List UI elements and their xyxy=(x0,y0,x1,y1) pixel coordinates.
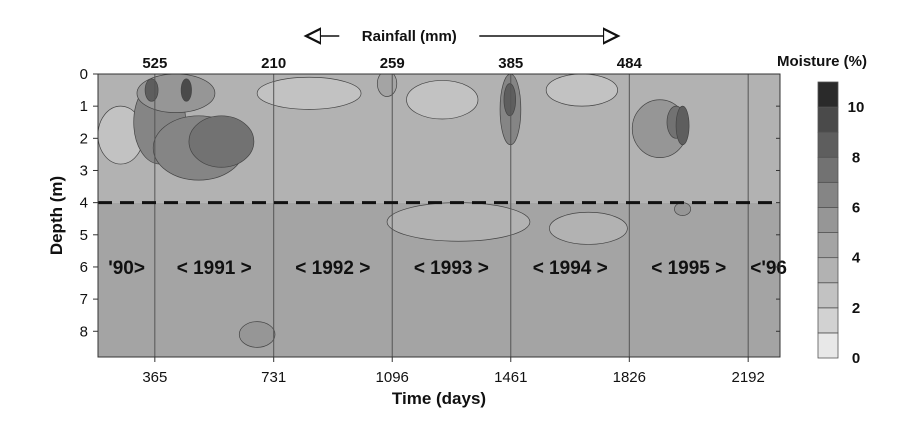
x-tick-label: 731 xyxy=(261,369,286,386)
dry-zone xyxy=(674,202,692,216)
y-tick-label: 7 xyxy=(80,291,88,308)
y-tick-label: 3 xyxy=(80,162,88,179)
moisture-colorbar: 0 2 4 6 8 10 xyxy=(817,81,865,367)
year-label: '90> xyxy=(108,258,145,279)
y-tick-label: 8 xyxy=(80,323,88,340)
y-tick-label: 2 xyxy=(80,130,88,147)
colorbar-segment xyxy=(817,131,839,158)
dry-zone xyxy=(256,76,362,110)
rainfall-value: 259 xyxy=(380,55,405,72)
colorbar-segment xyxy=(817,307,839,334)
year-label: < 1992 > xyxy=(295,258,370,279)
rainfall-values: 525 210 259 385 484 xyxy=(142,55,642,72)
colorbar-tick-label: 0 xyxy=(852,350,860,367)
x-tick-label: 1461 xyxy=(494,369,527,386)
y-tick-label: 6 xyxy=(80,259,88,276)
x-axis-title: Time (days) xyxy=(392,389,486,408)
colorbar-tick-label: 8 xyxy=(852,149,860,166)
colorbar-segment xyxy=(817,156,839,183)
dry-zone xyxy=(238,321,276,348)
colorbar-segment xyxy=(817,207,839,233)
plot-frame xyxy=(97,73,781,358)
rainfall-value: 525 xyxy=(142,55,167,72)
wet-zone xyxy=(144,78,159,102)
colorbar-tick-label: 2 xyxy=(852,300,860,317)
wet-zone xyxy=(376,74,398,97)
colorbar-tick-label: 4 xyxy=(852,250,861,267)
x-tick-label: 1096 xyxy=(376,369,409,386)
year-label: <'96 xyxy=(750,258,787,279)
colorbar-segment xyxy=(817,106,839,133)
x-tick-label: 2192 xyxy=(731,369,764,386)
y-tick-label: 4 xyxy=(80,195,88,212)
year-label: < 1991 > xyxy=(177,258,252,279)
rainfall-value: 484 xyxy=(617,55,643,72)
year-labels: '90> < 1991 > < 1992 > < 1993 > < 1994 > < 19… xyxy=(108,258,787,279)
x-tick-label: 365 xyxy=(142,369,167,386)
colorbar-tick-label: 6 xyxy=(852,199,860,216)
wet-zone xyxy=(503,83,516,117)
y-tick-label: 5 xyxy=(80,227,88,244)
rainfall-header: Rainfall (mm) 525 210 259 385 484 xyxy=(142,28,642,72)
rainfall-value: 210 xyxy=(261,55,286,72)
dry-zone xyxy=(386,202,531,242)
colorbar-segment xyxy=(817,181,839,208)
y-axis-title: Depth (m) xyxy=(47,176,66,255)
wet-zone xyxy=(180,78,192,102)
y-axis-ticks: 0 1 2 3 4 5 6 7 8 xyxy=(80,66,780,340)
colorbar-segment xyxy=(817,257,839,284)
dry-zone xyxy=(549,211,628,245)
wet-zone xyxy=(188,115,255,168)
rainfall-title: Rainfall (mm) xyxy=(362,28,457,45)
y-tick-label: 1 xyxy=(80,98,88,115)
colorbar-tick-label: 10 xyxy=(848,99,865,116)
year-label: < 1995 > xyxy=(651,258,726,279)
colorbar-title: Moisture (%) xyxy=(777,53,867,70)
plot-area xyxy=(98,74,780,357)
wet-zone xyxy=(675,105,690,146)
dry-zone xyxy=(406,80,479,120)
rainfall-value: 385 xyxy=(498,55,523,72)
year-label: < 1993 > xyxy=(414,258,489,279)
y-tick-label: 0 xyxy=(80,66,88,83)
colorbar-segment xyxy=(817,232,839,259)
colorbar-segment xyxy=(817,332,839,359)
x-tick-label: 1826 xyxy=(613,369,646,386)
dry-zone xyxy=(545,74,618,107)
year-label: < 1994 > xyxy=(533,258,608,279)
colorbar-segment xyxy=(817,282,839,309)
x-axis-ticks: 365 731 1096 1461 1826 2192 xyxy=(142,357,765,386)
colorbar-segment xyxy=(817,81,839,108)
year-boundaries xyxy=(154,74,749,357)
